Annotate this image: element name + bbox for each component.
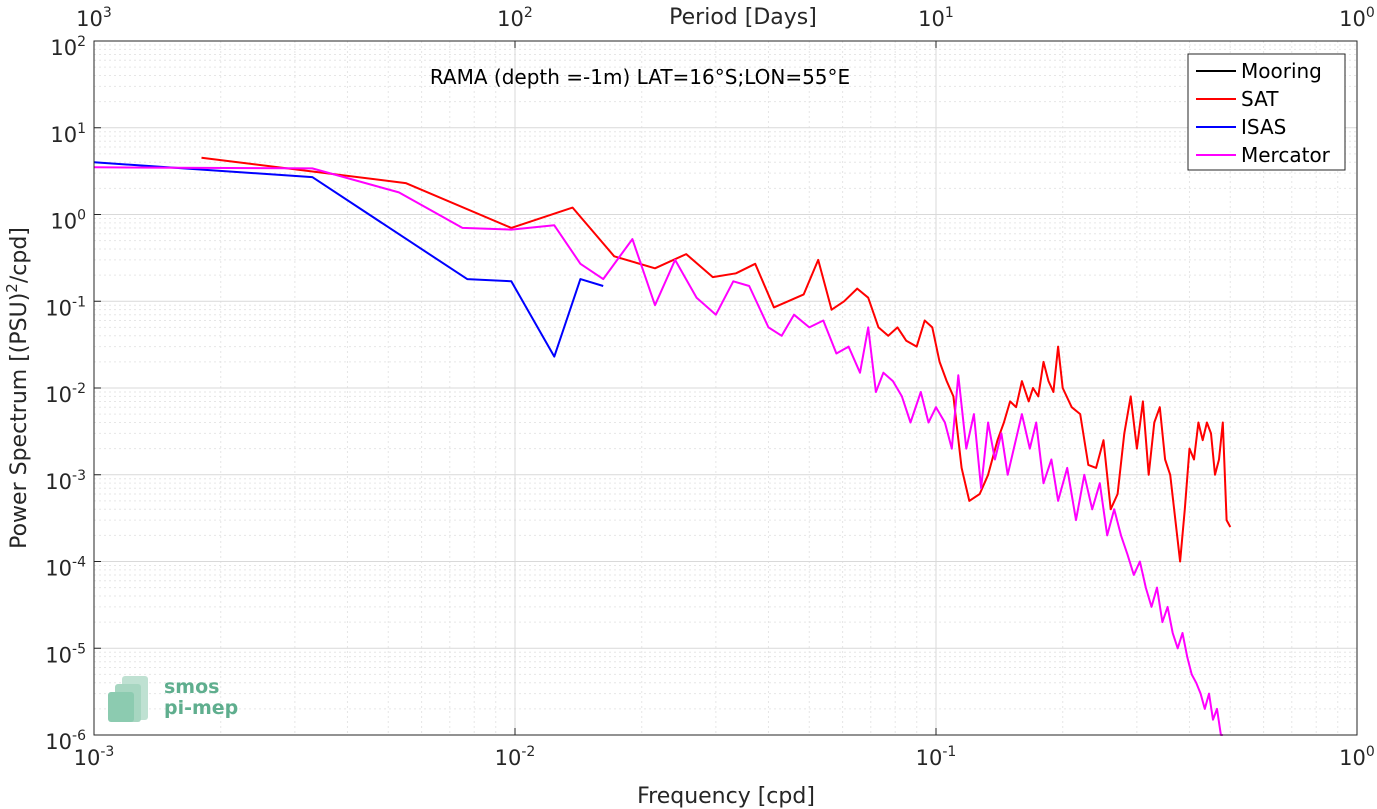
smos-pi-mep-logo: smos pi-mep [108, 676, 238, 722]
y-tick-label: 10-4 [45, 555, 86, 581]
legend-label-mooring: Mooring [1241, 59, 1322, 83]
x-tick-label: 10-2 [495, 744, 536, 770]
legend-label-sat: SAT [1241, 87, 1279, 111]
top-x-tick-label: 103 [76, 5, 112, 31]
chart-title: RAMA (depth =-1m) LAT=16°S;LON=55°E [430, 65, 850, 89]
top-x-tick-label: 102 [497, 5, 533, 31]
y-axis-label-sup: 2 [3, 283, 21, 293]
y-tick-label: 10-5 [45, 641, 86, 667]
x-tick-label: 10-3 [74, 744, 115, 770]
top-x-tick-label: 100 [1339, 5, 1375, 31]
axis-ticks: 10-3 10-2 10-1 100 103 102 101 100 102 101 100 10-1… [45, 5, 1375, 770]
logo-shape-front [108, 692, 134, 722]
x-axis-label: Frequency [cpd] [637, 784, 815, 809]
y-axis-label: Power Spectrum [(PSU)2/cpd] [3, 227, 32, 549]
grid [93, 40, 1358, 736]
series-lines [93, 156, 1232, 736]
y-tick-label: 10-6 [45, 728, 86, 754]
series-line-isas [93, 161, 604, 358]
y-axis-label-tail: /cpd] [7, 227, 32, 283]
x-tick-label: 100 [1339, 744, 1375, 770]
logo-text-smos: smos [164, 676, 219, 698]
y-tick-label: 101 [50, 121, 86, 147]
x-tick-label: 10-1 [916, 744, 957, 770]
y-tick-label: 10-3 [45, 468, 86, 494]
logo-text-pi-mep: pi-mep [164, 697, 238, 719]
legend-box [1187, 53, 1346, 171]
top-x-axis-label: Period [Days] [669, 5, 817, 30]
y-tick-label: 10-2 [45, 381, 86, 407]
series-line-sat [201, 156, 1232, 563]
y-tick-label: 102 [50, 34, 86, 60]
top-x-tick-label: 101 [918, 5, 954, 31]
legend: Mooring SAT ISAS Mercator [1187, 53, 1346, 171]
legend-label-isas: ISAS [1241, 115, 1286, 139]
legend-items: Mooring SAT ISAS Mercator [1196, 59, 1331, 167]
y-tick-label: 100 [50, 208, 86, 234]
series-line-mercator [93, 166, 1223, 736]
y-tick-label: 10-1 [45, 294, 86, 320]
y-axis-label-main: Power Spectrum [(PSU) [7, 293, 32, 549]
legend-label-mercator: Mercator [1241, 143, 1331, 167]
